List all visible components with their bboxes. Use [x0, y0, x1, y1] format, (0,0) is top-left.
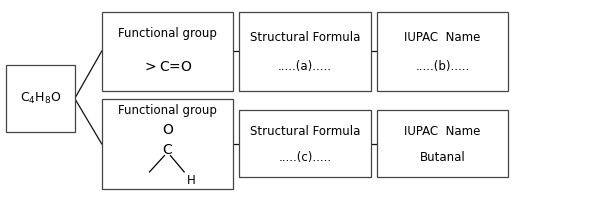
Text: H: H [187, 174, 196, 187]
Text: Structural Formula: Structural Formula [250, 31, 360, 44]
Text: Functional group: Functional group [118, 104, 217, 117]
Text: Butanal: Butanal [420, 151, 465, 164]
FancyBboxPatch shape [377, 110, 508, 177]
Text: C$_4$H$_8$O: C$_4$H$_8$O [20, 91, 61, 106]
Text: .....(a).....: .....(a)..... [278, 60, 332, 73]
Text: .....(b).....: .....(b)..... [416, 60, 469, 73]
Text: $\mathsf{>}$C=O: $\mathsf{>}$C=O [142, 60, 193, 74]
FancyBboxPatch shape [102, 98, 233, 189]
Text: IUPAC  Name: IUPAC Name [404, 125, 481, 138]
Text: O: O [162, 123, 173, 137]
Text: Structural Formula: Structural Formula [250, 125, 360, 138]
Text: IUPAC  Name: IUPAC Name [404, 31, 481, 44]
FancyBboxPatch shape [6, 65, 75, 132]
FancyBboxPatch shape [102, 12, 233, 91]
FancyBboxPatch shape [239, 12, 371, 91]
Text: Functional group: Functional group [118, 27, 217, 40]
FancyBboxPatch shape [377, 12, 508, 91]
Text: .....(c).....: .....(c)..... [279, 151, 331, 164]
Text: C: C [163, 143, 172, 157]
FancyBboxPatch shape [239, 110, 371, 177]
